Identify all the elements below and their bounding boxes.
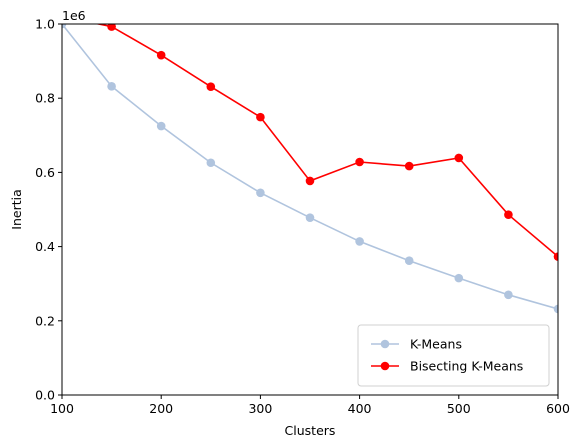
data-point-k-means xyxy=(62,24,67,29)
data-point-bisecting-k-means xyxy=(355,157,364,167)
y-tick-label: 0.4 xyxy=(35,239,55,254)
y-tick-label: 0.2 xyxy=(35,313,55,328)
x-tick-label: 300 xyxy=(248,401,272,416)
data-point-bisecting-k-means xyxy=(107,24,116,31)
y-axis-label: Inertia xyxy=(9,189,24,229)
data-point-k-means xyxy=(256,188,265,198)
y-tick-label: 0.8 xyxy=(35,91,55,106)
data-point-k-means xyxy=(504,290,513,300)
x-axis-label: Clusters xyxy=(285,423,336,438)
data-point-k-means xyxy=(404,256,414,265)
data-point-k-means xyxy=(107,82,116,91)
y-tick-label: 0.0 xyxy=(35,388,55,403)
x-axis: 100 200 300 400 500 600 xyxy=(50,395,570,416)
legend-marker-k-means xyxy=(380,339,390,349)
x-tick-label: 200 xyxy=(149,401,173,416)
data-point-k-means xyxy=(553,304,558,314)
data-point-bisecting-k-means xyxy=(206,82,216,91)
series-line-k-means xyxy=(62,24,558,310)
data-point-k-means xyxy=(355,237,364,246)
y-axis-offset-text: 1e6 xyxy=(62,8,86,23)
y-tick-label: 0.6 xyxy=(35,165,55,180)
data-point-bisecting-k-means xyxy=(305,176,315,186)
data-point-k-means xyxy=(156,121,166,131)
legend-marker-bisecting-k-means xyxy=(380,361,390,371)
legend-label-k-means: K-Means xyxy=(410,337,462,352)
data-point-bisecting-k-means xyxy=(256,112,265,122)
x-tick-label: 500 xyxy=(447,401,471,416)
x-tick-label: 400 xyxy=(348,401,372,416)
data-point-bisecting-k-means xyxy=(504,210,513,219)
data-point-bisecting-k-means xyxy=(454,153,464,163)
data-point-k-means xyxy=(305,213,315,222)
data-point-bisecting-k-means xyxy=(156,50,166,60)
data-point-bisecting-k-means xyxy=(404,161,414,171)
legend-label-bisecting-k-means: Bisecting K-Means xyxy=(410,359,523,374)
y-tick-label: 1.0 xyxy=(35,17,55,32)
y-axis: 0.0 0.2 0.4 0.6 0.8 1.0 xyxy=(35,17,62,403)
plot-frame xyxy=(61,23,559,396)
data-point-k-means xyxy=(206,158,216,168)
data-point-bisecting-k-means xyxy=(553,252,558,261)
x-tick-label: 600 xyxy=(546,401,570,416)
x-tick-label: 100 xyxy=(50,401,74,416)
legend: K-Means Bisecting K-Means xyxy=(357,324,550,387)
data-point-k-means xyxy=(454,273,464,283)
plot-area xyxy=(62,24,558,314)
legend-box xyxy=(357,324,550,387)
